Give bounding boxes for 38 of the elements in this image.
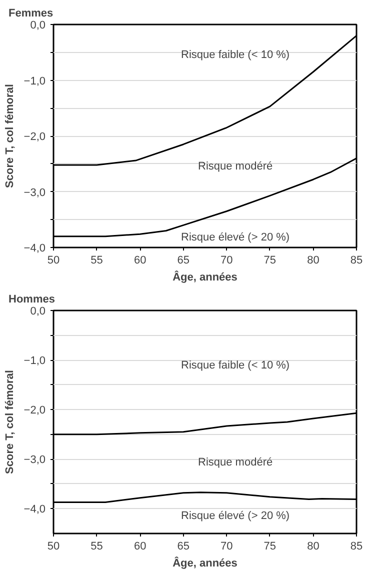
chart-title: Hommes: [8, 294, 55, 306]
x-tick-label: 60: [134, 540, 146, 552]
x-tick-label: 55: [90, 254, 103, 266]
x-tick-label: 50: [47, 254, 60, 266]
x-axis-title: Âge, années: [172, 556, 238, 570]
y-axis-title: Score T, col fémoral: [4, 370, 16, 474]
x-tick-label: 85: [350, 540, 363, 552]
y-tick-label: −2,0: [24, 404, 46, 417]
x-tick-label: 65: [177, 540, 190, 552]
x-tick-label: 75: [264, 254, 276, 266]
y-tick-label: −4,0: [24, 504, 46, 516]
y-tick-label: −1,0: [24, 355, 46, 368]
y-tick-label: −1,0: [24, 75, 46, 88]
x-tick-label: 85: [350, 254, 363, 266]
y-tick-label: −2,0: [24, 131, 46, 143]
y-tick-label: 0,0: [30, 306, 46, 318]
x-tick-label: 70: [220, 254, 233, 266]
x-tick-label: 75: [264, 540, 276, 552]
x-tick-label: 60: [134, 254, 146, 266]
x-tick-label: 55: [90, 540, 103, 552]
x-tick-label: 70: [220, 540, 233, 552]
annotation: Risque élevé (> 20 %): [181, 510, 290, 522]
x-tick-label: 65: [177, 254, 190, 266]
annotation: Risque élevé (> 20 %): [181, 232, 290, 244]
x-tick-label: 50: [47, 540, 60, 552]
annotation: Risque modéré: [198, 456, 273, 468]
annotation: Risque faible (< 10 %): [181, 49, 290, 62]
x-axis-title: Âge, années: [172, 270, 238, 284]
chart-title: Femmes: [8, 8, 54, 20]
y-tick-label: 0,0: [30, 20, 46, 32]
x-tick-label: 80: [307, 254, 320, 266]
y-tick-label: −4,0: [24, 242, 46, 254]
annotation: Risque faible (< 10 %): [181, 360, 290, 372]
y-tick-label: −3,0: [24, 186, 46, 199]
annotation: Risque modéré: [198, 160, 273, 173]
y-tick-label: −3,0: [24, 454, 46, 466]
y-axis-title: Score T, col fémoral: [4, 84, 16, 188]
x-tick-label: 80: [307, 540, 320, 552]
